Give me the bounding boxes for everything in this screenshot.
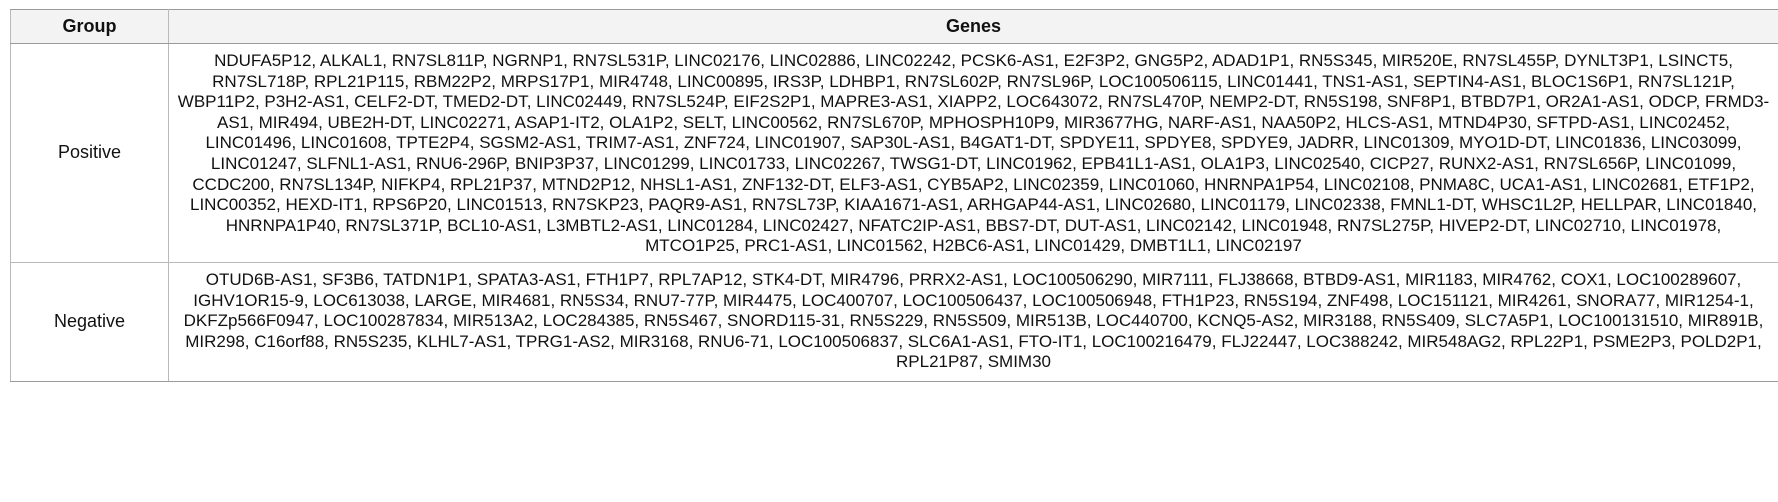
group-cell: Negative bbox=[10, 261, 169, 382]
gene-table-container: Group Genes Positive NDUFA5P12, ALKAL1, … bbox=[10, 9, 1778, 382]
table-row-positive: Positive NDUFA5P12, ALKAL1, RN7SL811P, N… bbox=[10, 43, 1778, 263]
genes-cell: OTUD6B-AS1, SF3B6, TATDN1P1, SPATA3-AS1,… bbox=[168, 261, 1778, 382]
header-genes: Genes bbox=[168, 9, 1778, 44]
group-cell: Positive bbox=[10, 43, 169, 263]
genes-cell: NDUFA5P12, ALKAL1, RN7SL811P, NGRNP1, RN… bbox=[168, 43, 1778, 263]
header-row: Group Genes bbox=[10, 9, 1778, 44]
table-body: Positive NDUFA5P12, ALKAL1, RN7SL811P, N… bbox=[10, 43, 1778, 382]
header-group: Group bbox=[10, 9, 169, 44]
gene-groups-table: Group Genes Positive NDUFA5P12, ALKAL1, … bbox=[10, 9, 1778, 382]
table-header: Group Genes bbox=[10, 9, 1778, 44]
table-row-negative: Negative OTUD6B-AS1, SF3B6, TATDN1P1, SP… bbox=[10, 261, 1778, 382]
